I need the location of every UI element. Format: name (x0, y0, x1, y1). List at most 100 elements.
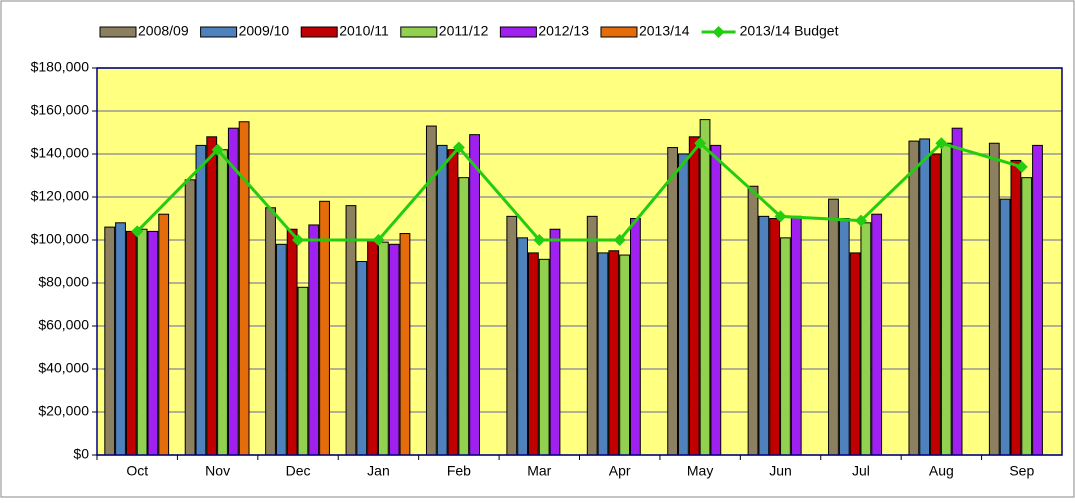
bar (940, 142, 952, 456)
line-marker (854, 214, 867, 227)
legend-label: 2011/12 (439, 23, 489, 39)
bar (828, 198, 839, 456)
bar (238, 121, 250, 456)
x-tick-label: Jan (367, 463, 390, 479)
bar (597, 252, 609, 456)
line-marker (533, 234, 546, 246)
line-marker (452, 141, 465, 154)
bar (790, 215, 802, 456)
line-marker (372, 234, 385, 246)
x-tick-label: Apr (609, 463, 631, 479)
bar (678, 153, 689, 456)
bar (377, 241, 389, 456)
bar (838, 218, 850, 456)
line-marker (292, 234, 305, 246)
legend-label: 2012/13 (538, 23, 589, 39)
legend-label: 2013/14 Budget (740, 23, 839, 39)
bar (860, 222, 872, 456)
bar (184, 179, 196, 456)
x-tick-label: Jun (769, 463, 792, 479)
bar (436, 144, 448, 456)
bar (699, 119, 711, 456)
bar (630, 218, 641, 456)
legend-swatch (200, 26, 238, 38)
bar (206, 136, 218, 456)
budget-line (136, 141, 1023, 242)
legend-swatch (300, 26, 338, 38)
bar (930, 153, 941, 456)
bar (619, 254, 631, 456)
y-tick-label: $180,000 (31, 59, 90, 75)
x-tick-label: Jul (852, 463, 870, 479)
bar (919, 138, 931, 456)
bar (345, 205, 357, 456)
legend-swatch (400, 26, 438, 38)
legend-label: 2009/10 (239, 23, 290, 39)
bar (538, 258, 550, 456)
bar (308, 224, 320, 456)
bar (195, 144, 207, 456)
x-tick-label: Oct (126, 463, 148, 479)
bar (710, 144, 722, 456)
bar (769, 218, 781, 456)
bar (506, 215, 518, 456)
bar (667, 147, 679, 456)
bar (115, 222, 126, 456)
plot-area (97, 68, 1062, 455)
y-tick-label: $160,000 (31, 102, 90, 118)
line-marker (774, 210, 787, 223)
bar (988, 142, 1000, 456)
bar (688, 136, 700, 456)
bar (388, 243, 400, 456)
x-tick-label: Feb (447, 463, 471, 479)
y-tick-label: $0 (73, 446, 89, 462)
bar (951, 127, 963, 456)
bar (1021, 177, 1033, 456)
line-marker (935, 137, 948, 150)
bar (1010, 159, 1022, 456)
y-tick-label: $40,000 (38, 360, 89, 376)
line-marker (211, 143, 224, 156)
bar (104, 226, 116, 456)
bar (758, 215, 770, 456)
bar (999, 198, 1011, 456)
x-tick-label: Mar (527, 463, 551, 479)
bar (367, 239, 378, 456)
y-tick-label: $100,000 (31, 231, 90, 247)
bar (297, 286, 309, 456)
line-marker (131, 225, 144, 238)
bar (158, 213, 170, 456)
bar (849, 252, 861, 456)
bar (447, 149, 459, 456)
y-tick-label: $60,000 (38, 317, 89, 333)
legend-swatch (499, 26, 537, 38)
y-tick-label: $20,000 (38, 403, 89, 419)
bar (147, 230, 159, 456)
line-marker (1015, 160, 1028, 173)
bar (356, 261, 368, 456)
x-tick-label: May (687, 463, 713, 479)
y-tick-label: $120,000 (31, 188, 90, 204)
bar (217, 149, 228, 456)
y-tick-label: $140,000 (31, 145, 90, 161)
bar (608, 250, 620, 456)
bar (469, 134, 480, 456)
x-tick-label: Nov (205, 463, 230, 479)
legend-swatch (99, 26, 137, 38)
y-tick-label: $80,000 (38, 274, 89, 290)
bar (136, 228, 148, 456)
legend-marker (712, 26, 725, 38)
bar (780, 237, 791, 456)
line-marker (613, 234, 626, 246)
line-marker (694, 137, 707, 150)
legend-label: 2010/11 (339, 23, 389, 39)
bar (586, 215, 598, 456)
bar (458, 177, 470, 456)
bar (908, 140, 920, 456)
bar (871, 213, 883, 456)
bar (399, 233, 411, 456)
x-tick-label: Dec (286, 463, 311, 479)
legend-swatch (600, 26, 638, 38)
legend-label: 2008/09 (138, 23, 189, 39)
